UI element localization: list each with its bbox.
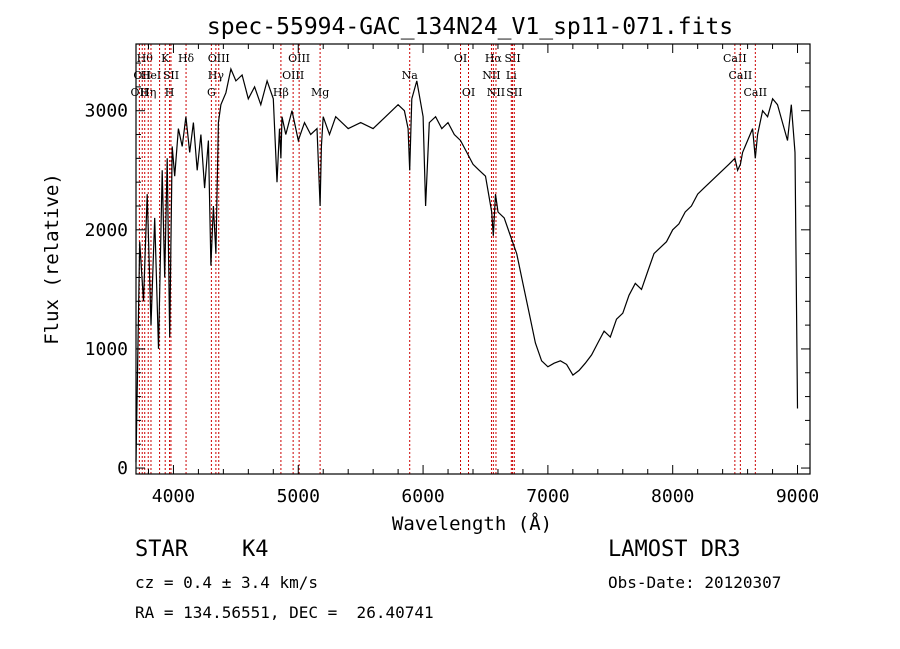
marker-label: Li xyxy=(506,69,517,82)
y-tick-label: 0 xyxy=(117,458,128,479)
marker-label: Na xyxy=(402,69,419,82)
marker-label: OIII xyxy=(208,52,230,65)
marker-label: H xyxy=(165,86,175,99)
x-tick-label: 9000 xyxy=(776,486,819,507)
spectrum-series-line xyxy=(135,66,799,463)
x-tick-label: 7000 xyxy=(526,486,569,507)
y-tick-label: 2000 xyxy=(85,220,128,241)
marker-label: OIII xyxy=(282,69,304,82)
x-axis-label: Wavelength (Å) xyxy=(392,512,552,535)
marker-label: SII xyxy=(506,86,522,99)
chart-title: spec-55994-GAC_134N24_V1_sp11-071.fits xyxy=(207,14,733,40)
sky-coordinates: RA = 134.56551, DEC = 26.40741 xyxy=(135,603,434,622)
marker-label: OII xyxy=(131,86,149,99)
y-axis-label: Flux (relative) xyxy=(41,173,63,345)
marker-label: Hβ xyxy=(273,86,289,99)
marker-label: CaII xyxy=(729,69,753,82)
axis-ticks: 4000 5000 6000 7000 8000 9000 0 1000 2000 3000 xyxy=(85,44,819,507)
marker-label: Hα xyxy=(485,52,503,65)
y-tick-label: 1000 xyxy=(85,339,128,360)
marker-label: K xyxy=(161,52,170,65)
marker-label: SII xyxy=(163,69,179,82)
marker-label: NII xyxy=(487,86,505,99)
x-tick-label: 5000 xyxy=(277,486,320,507)
x-tick-label: 6000 xyxy=(401,486,444,507)
spectrum-chart: spec-55994-GAC_134N24_V1_sp11-071.fits O… xyxy=(41,14,819,535)
marker-label: HeI xyxy=(141,69,161,82)
redshift-velocity: cz = 0.4 ± 3.4 km/s xyxy=(135,573,319,592)
marker-label: NII xyxy=(482,69,500,82)
y-tick-label: 3000 xyxy=(85,101,128,122)
marker-label: OI xyxy=(462,86,475,99)
marker-label: OI xyxy=(454,52,467,65)
marker-label: Hθ xyxy=(137,52,154,65)
observation-date: Obs-Date: 20120307 xyxy=(608,573,782,592)
marker-label: CaII xyxy=(743,86,767,99)
plot-frame xyxy=(135,43,811,475)
object-subclass: K4 xyxy=(242,537,269,562)
marker-label: Hγ xyxy=(208,69,225,82)
object-class: STAR xyxy=(135,537,188,562)
marker-label: OII xyxy=(133,69,151,82)
x-tick-label: 4000 xyxy=(152,486,195,507)
marker-label: SII xyxy=(504,52,520,65)
marker-label: G xyxy=(207,86,216,99)
marker-label: Hδ xyxy=(178,52,195,65)
x-tick-label: 8000 xyxy=(651,486,694,507)
marker-label: Hη xyxy=(140,86,156,99)
survey-name: LAMOST DR3 xyxy=(608,537,741,562)
marker-label: OIII xyxy=(288,52,310,65)
marker-label: CaII xyxy=(723,52,747,65)
marker-label: Mg xyxy=(311,86,329,99)
